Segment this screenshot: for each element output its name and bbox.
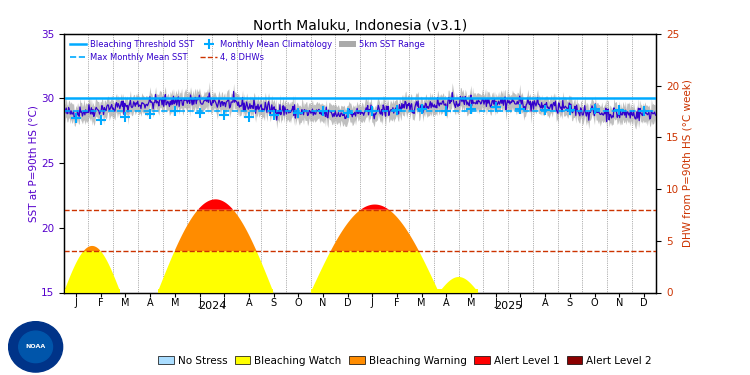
Point	[366, 108, 378, 114]
Text: 2024: 2024	[198, 301, 226, 311]
Point	[416, 106, 428, 112]
Point	[119, 114, 131, 120]
Circle shape	[19, 331, 53, 363]
Point	[194, 110, 206, 116]
Title: North Maluku, Indonesia (v3.1): North Maluku, Indonesia (v3.1)	[253, 19, 467, 33]
Point	[317, 108, 329, 114]
Y-axis label: SST at P=90th HS (°C): SST at P=90th HS (°C)	[28, 105, 38, 222]
Legend: Bleaching Threshold SST, Max Monthly Mean SST, Monthly Mean Climatology, 4, 8 DH: Bleaching Threshold SST, Max Monthly Mea…	[68, 38, 427, 63]
Point	[465, 106, 477, 112]
Point	[539, 107, 551, 113]
Legend: No Stress, Bleaching Watch, Bleaching Warning, Alert Level 1, Alert Level 2: No Stress, Bleaching Watch, Bleaching Wa…	[154, 351, 656, 370]
Point	[268, 112, 280, 118]
Point	[490, 105, 502, 111]
Point	[589, 106, 601, 112]
Y-axis label: DHW from P=90th HS (°C week): DHW from P=90th HS (°C week)	[682, 79, 692, 247]
Point	[144, 111, 156, 117]
Circle shape	[9, 322, 62, 372]
Point	[243, 114, 255, 120]
Point	[564, 107, 576, 113]
Point	[391, 107, 403, 113]
Text: NOAA: NOAA	[26, 344, 46, 350]
Point	[169, 108, 181, 114]
Point	[218, 112, 230, 118]
Point	[614, 107, 626, 113]
Point	[638, 108, 650, 114]
Point	[94, 117, 106, 123]
Point	[342, 110, 354, 116]
Point	[514, 106, 526, 112]
Point	[70, 115, 82, 121]
Text: 2025: 2025	[494, 301, 522, 311]
Point	[440, 108, 452, 114]
Point	[292, 110, 304, 116]
